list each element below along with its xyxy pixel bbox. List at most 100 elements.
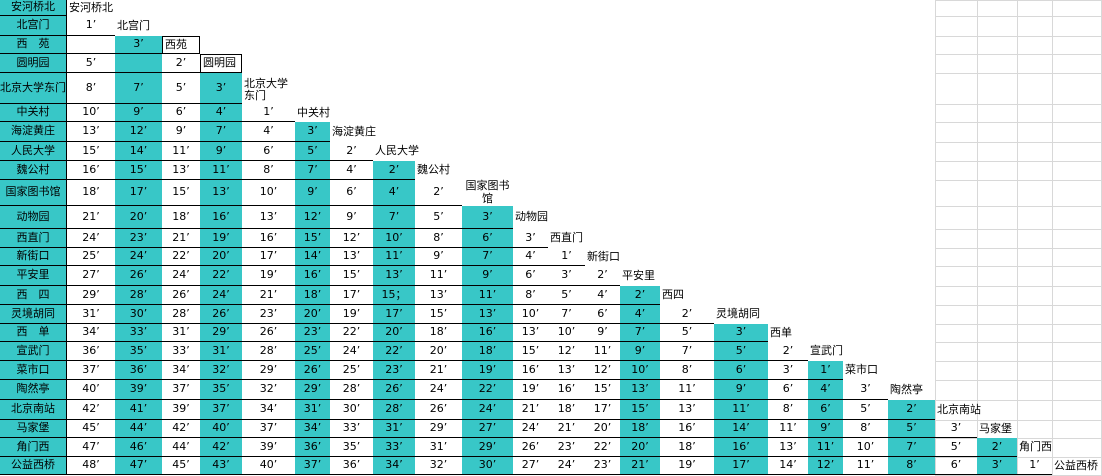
time-cell: 3’ [843, 380, 888, 400]
time-cell: 13’ [67, 122, 115, 142]
time-cell: 18’ [415, 324, 462, 342]
time-cell: 18’ [162, 206, 200, 229]
time-cell: 13’ [415, 286, 462, 305]
time-cell: 16’ [548, 380, 585, 400]
time-cell: 37’ [162, 380, 200, 400]
time-cell: 18’ [67, 180, 115, 206]
time-cell: 6’ [808, 400, 843, 420]
gridline-vertical [1017, 0, 1018, 475]
time-cell: 8’ [67, 73, 115, 104]
time-cell: 34’ [242, 400, 295, 420]
time-cell: 7’ [462, 248, 513, 266]
time-cell: 16’ [67, 161, 115, 180]
gridline-horizontal [935, 142, 1102, 143]
time-cell: 4’ [373, 180, 415, 206]
time-cell: 16’ [513, 361, 548, 380]
gridline-horizontal [935, 380, 1102, 381]
diagonal-station-label: 人民大学 [375, 144, 419, 158]
diagonal-station-label: 安河桥北 [69, 0, 113, 14]
time-cell: 34’ [67, 324, 115, 342]
time-cell: 22’ [162, 248, 200, 266]
time-cell: 11’ [200, 161, 242, 180]
time-cell: 3’ [115, 36, 162, 54]
row-header-station: 海淀黄庄 [0, 122, 67, 142]
time-cell: 24’ [67, 229, 115, 248]
time-cell: 5’ [714, 342, 768, 361]
time-cell: 10’ [620, 361, 660, 380]
time-cell: 29’ [462, 438, 513, 457]
time-cell: 19’ [200, 229, 242, 248]
diagonal-station-label: 圆明园 [200, 54, 242, 73]
time-cell: 8’ [888, 457, 935, 475]
time-cell: 26’ [242, 324, 295, 342]
diagonal-station-label: 马家堡 [979, 421, 1012, 435]
time-cell: 34’ [162, 361, 200, 380]
time-cell: 21’ [415, 361, 462, 380]
time-cell: 30’ [462, 457, 513, 475]
time-cell: 13’ [200, 180, 242, 206]
diagonal-station-label: 陶然亭 [890, 382, 923, 396]
time-cell: 31’ [295, 400, 330, 420]
time-cell: 7’ [620, 324, 660, 342]
diagonal-station-label: 国家图书馆 [465, 179, 510, 205]
time-cell: 1’ [808, 361, 843, 380]
diagonal-station-label: 西直门 [550, 231, 583, 245]
time-cell: 40’ [242, 457, 295, 475]
time-cell: 29’ [415, 420, 462, 438]
time-cell: 11’ [843, 457, 888, 475]
time-cell: 10’ [373, 229, 415, 248]
gridline-horizontal [935, 180, 1102, 181]
time-cell: 34’ [295, 420, 330, 438]
row-header-station: 国家图书馆 [0, 180, 67, 206]
time-cell: 35’ [200, 380, 242, 400]
time-cell: 29’ [295, 380, 330, 400]
gridline-vertical [1052, 0, 1053, 475]
time-cell: 23’ [242, 305, 295, 324]
time-cell: 10’ [843, 438, 888, 457]
diagonal-station-label: 中关村 [297, 105, 330, 119]
time-cell: 11’ [585, 342, 620, 361]
time-cell: 21’ [162, 229, 200, 248]
time-cell: 17’ [585, 400, 620, 420]
time-cell: 4’ [330, 161, 373, 180]
gridline-horizontal [935, 54, 1102, 55]
time-cell: 46’ [115, 438, 162, 457]
time-cell: 7’ [115, 73, 162, 104]
time-cell: 42’ [200, 438, 242, 457]
time-cell: 6’ [768, 380, 808, 400]
time-cell: 7’ [548, 305, 585, 324]
time-cell: 15’ [162, 180, 200, 206]
row-header-station: 动物园 [0, 206, 67, 229]
time-cell: 21’ [548, 420, 585, 438]
row-header-station: 西 四 [0, 286, 67, 305]
time-cell: 19’ [513, 380, 548, 400]
time-cell: 31’ [200, 342, 242, 361]
gridline-horizontal [935, 342, 1102, 343]
time-cell: 28’ [162, 305, 200, 324]
gridline-horizontal [935, 161, 1102, 162]
time-cell: 15’ [513, 342, 548, 361]
time-cell: 48’ [67, 457, 115, 475]
time-cell: 6’ [242, 142, 295, 161]
row-header-station: 中关村 [0, 104, 67, 122]
time-cell: 18’ [660, 438, 714, 457]
time-cell: 18’ [548, 400, 585, 420]
time-cell: 26’ [115, 266, 162, 286]
row-header-station: 灵境胡同 [0, 305, 67, 324]
diagonal-station-label: 角门西 [1019, 440, 1052, 454]
time-cell: 31’ [162, 324, 200, 342]
gridline-horizontal [935, 36, 1102, 37]
time-cell: 10’ [67, 104, 115, 122]
time-cell: 9’ [295, 180, 330, 206]
time-cell: 4’ [242, 122, 295, 142]
time-cell: 15’ [67, 142, 115, 161]
time-cell: 8’ [843, 420, 888, 438]
time-cell: 22’ [200, 266, 242, 286]
time-cell: 24’ [415, 380, 462, 400]
time-cell: 6’ [330, 180, 373, 206]
time-cell: 23’ [548, 438, 585, 457]
time-cell: 13’ [768, 438, 808, 457]
time-cell: 32’ [242, 380, 295, 400]
time-cell: 28’ [330, 380, 373, 400]
time-cell: 44’ [162, 438, 200, 457]
